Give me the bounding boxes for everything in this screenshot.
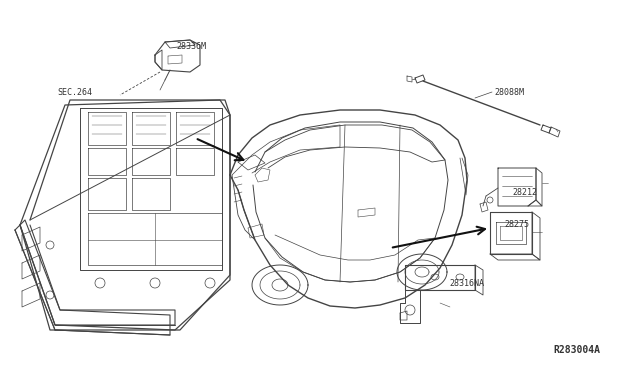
Text: 28088M: 28088M (494, 88, 524, 97)
Text: 28275: 28275 (504, 219, 529, 228)
Text: SEC.264: SEC.264 (57, 88, 92, 97)
Text: R283004A: R283004A (553, 345, 600, 355)
Text: 28212: 28212 (512, 187, 537, 196)
Text: 28316NA: 28316NA (449, 279, 484, 288)
Text: 28336M: 28336M (176, 42, 206, 51)
